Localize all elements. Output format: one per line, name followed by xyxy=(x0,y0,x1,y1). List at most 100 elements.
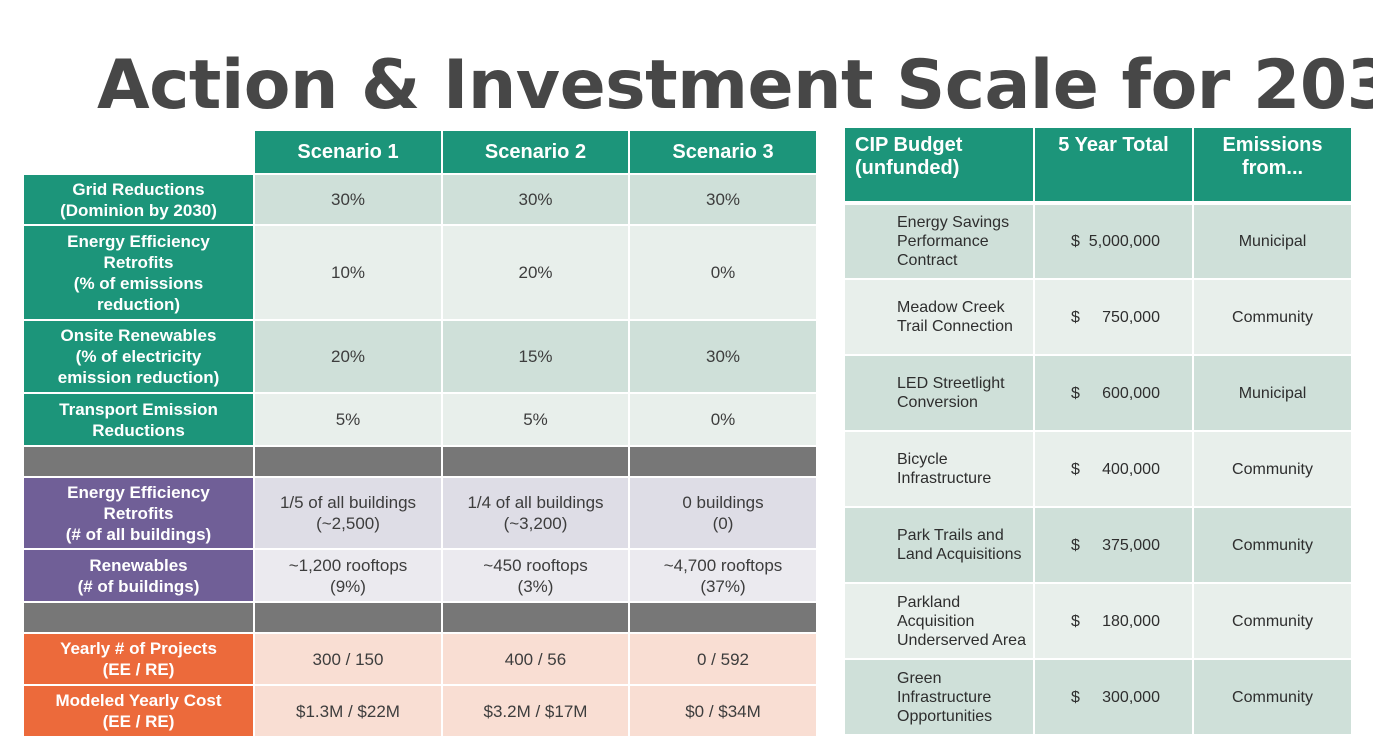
row-label: Onsite Renewables (% of electricity emissi… xyxy=(57,326,220,387)
cell-text: Community xyxy=(1232,460,1313,478)
table-cell: ~450 rooftops (3%) xyxy=(441,548,630,603)
row-label: Modeled Yearly Cost (EE / RE) xyxy=(55,691,222,731)
project-name: Park Trails and Land Acquisitions xyxy=(843,506,1035,584)
five-year-total-header: 5 Year Total xyxy=(1033,126,1194,204)
header-text: 5 Year Total xyxy=(1058,134,1169,156)
cell-text: $ 180,000 xyxy=(1071,612,1160,630)
separator-cell xyxy=(253,601,443,634)
table-cell: 30% xyxy=(253,173,443,226)
cell-text: Bicycle Infrastructure xyxy=(897,451,992,487)
table-cell: ~1,200 rooftops (9%) xyxy=(253,548,443,603)
cell-text: Community xyxy=(1232,688,1313,706)
cell-text: Meadow Creek Trail Connection xyxy=(897,299,1013,335)
table-cell: 30% xyxy=(628,173,818,226)
row-header-renewables-buildings: Renewables (# of buildings) xyxy=(22,548,255,603)
table-row: Transport Emission Reductions 5% 5% 0% xyxy=(22,392,818,447)
cell-text: $ 375,000 xyxy=(1071,536,1160,554)
cell-text: $ 300,000 xyxy=(1071,688,1160,706)
emissions-source: Community xyxy=(1192,506,1353,584)
emissions-source: Community xyxy=(1192,430,1353,508)
row-header-onsite-renewables: Onsite Renewables (% of electricity emissi… xyxy=(22,319,255,394)
table-cell: $3.2M / $17M xyxy=(441,684,630,738)
five-year-total: $ 180,000 xyxy=(1033,582,1194,660)
table-cell: $0 / $34M xyxy=(628,684,818,738)
table-row: Green Infrastructure Opportunities $ 300,00… xyxy=(843,658,1353,736)
table-cell: 5% xyxy=(253,392,443,447)
row-label: Grid Reductions (Dominion by 2030) xyxy=(60,179,217,220)
emissions-source: Community xyxy=(1192,278,1353,356)
cell-text: Community xyxy=(1232,308,1313,326)
table-cell: 1/5 of all buildings (~2,500) xyxy=(253,476,443,550)
cell-text: ~4,700 rooftops (37%) xyxy=(663,555,783,596)
cip-header-row: CIP Budget (unfunded) 5 Year Total Emissi… xyxy=(843,126,1353,204)
row-header-grid-reductions: Grid Reductions (Dominion by 2030) xyxy=(22,173,255,226)
cip-budget-header: CIP Budget (unfunded) xyxy=(843,126,1035,204)
separator-cell xyxy=(628,445,818,478)
table-row: Parkland Acquisition Underserved Area $ 180… xyxy=(843,582,1353,660)
table-cell: 300 / 150 xyxy=(253,632,443,686)
cell-text: Green Infrastructure Opportunities xyxy=(897,669,993,725)
table-cell: 5% xyxy=(441,392,630,447)
cell-text: $ 5,000,000 xyxy=(1071,233,1160,250)
table-row: Energy Efficiency Retrofits (# of all buil… xyxy=(22,476,818,550)
header-text: Emissions from... xyxy=(1222,134,1323,179)
table-row: Grid Reductions (Dominion by 2030) 30% 30… xyxy=(22,173,818,226)
five-year-total: $ 375,000 xyxy=(1033,506,1194,584)
table-row: Energy Efficiency Retrofits (% of emission… xyxy=(22,224,818,321)
table-cell: 1/4 of all buildings (~3,200) xyxy=(441,476,630,550)
table-cell: 20% xyxy=(441,224,630,321)
table-cell: 0 buildings (0) xyxy=(628,476,818,550)
cip-budget-table: CIP Budget (unfunded) 5 Year Total Emissi… xyxy=(843,126,1353,736)
cell-text: ~1,200 rooftops (9%) xyxy=(288,555,408,596)
row-label: Yearly # of Projects (EE / RE) xyxy=(60,639,217,679)
emissions-from-header: Emissions from... xyxy=(1192,126,1353,204)
separator-cell xyxy=(22,445,255,478)
five-year-total: $ 300,000 xyxy=(1033,658,1194,736)
table-cell: 30% xyxy=(628,319,818,394)
five-year-total: $ 5,000,000 xyxy=(1033,201,1194,280)
five-year-total: $ 400,000 xyxy=(1033,430,1194,508)
row-header-transport: Transport Emission Reductions xyxy=(22,392,255,447)
table-cell: 400 / 56 xyxy=(441,632,630,686)
scenario-2-header: Scenario 2 xyxy=(441,129,630,175)
cell-text: $ 400,000 xyxy=(1071,460,1160,478)
project-name: Bicycle Infrastructure xyxy=(843,430,1035,508)
scenarios-header-row: Scenario 1 Scenario 2 Scenario 3 xyxy=(23,129,818,175)
cell-text: 1/4 of all buildings (~3,200) xyxy=(467,493,604,533)
table-cell: 10% xyxy=(253,224,443,321)
corner-cell xyxy=(23,130,254,174)
table-row: Energy Savings Performance Contract $ 5,000… xyxy=(843,201,1353,280)
separator-row xyxy=(22,445,818,478)
project-name: Energy Savings Performance Contract xyxy=(843,201,1035,280)
scenario-3-header: Scenario 3 xyxy=(628,129,818,175)
separator-cell xyxy=(441,601,630,634)
table-cell: 20% xyxy=(253,319,443,394)
project-name: Green Infrastructure Opportunities xyxy=(843,658,1035,736)
row-header-energy-efficiency: Energy Efficiency Retrofits (% of emission… xyxy=(22,224,255,321)
cell-text: LED Streetlight Conversion xyxy=(897,375,1005,411)
table-row: Yearly # of Projects (EE / RE) 300 / 150 … xyxy=(22,632,818,686)
separator-row xyxy=(22,601,818,634)
table-cell: ~4,700 rooftops (37%) xyxy=(628,548,818,603)
table-row: Renewables (# of buildings) ~1,200 roofto… xyxy=(22,548,818,603)
table-row: Bicycle Infrastructure $ 400,000 Community xyxy=(843,430,1353,508)
project-name: Meadow Creek Trail Connection xyxy=(843,278,1035,356)
table-cell: $1.3M / $22M xyxy=(253,684,443,738)
emissions-source: Community xyxy=(1192,582,1353,660)
header-text: CIP Budget (unfunded) xyxy=(855,134,963,179)
table-row: Modeled Yearly Cost (EE / RE) $1.3M / $22… xyxy=(22,684,818,738)
scenario-1-header: Scenario 1 xyxy=(253,129,443,175)
project-name: Parkland Acquisition Underserved Area xyxy=(843,582,1035,660)
table-cell: 30% xyxy=(441,173,630,226)
table-cell: 0% xyxy=(628,392,818,447)
cell-text: Municipal xyxy=(1238,233,1307,250)
table-row: Meadow Creek Trail Connection $ 750,000 Com… xyxy=(843,278,1353,356)
table-cell: 0% xyxy=(628,224,818,321)
separator-cell xyxy=(628,601,818,634)
separator-cell xyxy=(253,445,443,478)
separator-cell xyxy=(441,445,630,478)
cip-body: Energy Savings Performance Contract $ 5,000… xyxy=(843,201,1353,736)
cell-text: $ 750,000 xyxy=(1071,308,1160,326)
row-header-ee-buildings: Energy Efficiency Retrofits (# of all buil… xyxy=(22,476,255,550)
scenarios-table: Scenario 1 Scenario 2 Scenario 3 Grid Re… xyxy=(22,129,818,738)
